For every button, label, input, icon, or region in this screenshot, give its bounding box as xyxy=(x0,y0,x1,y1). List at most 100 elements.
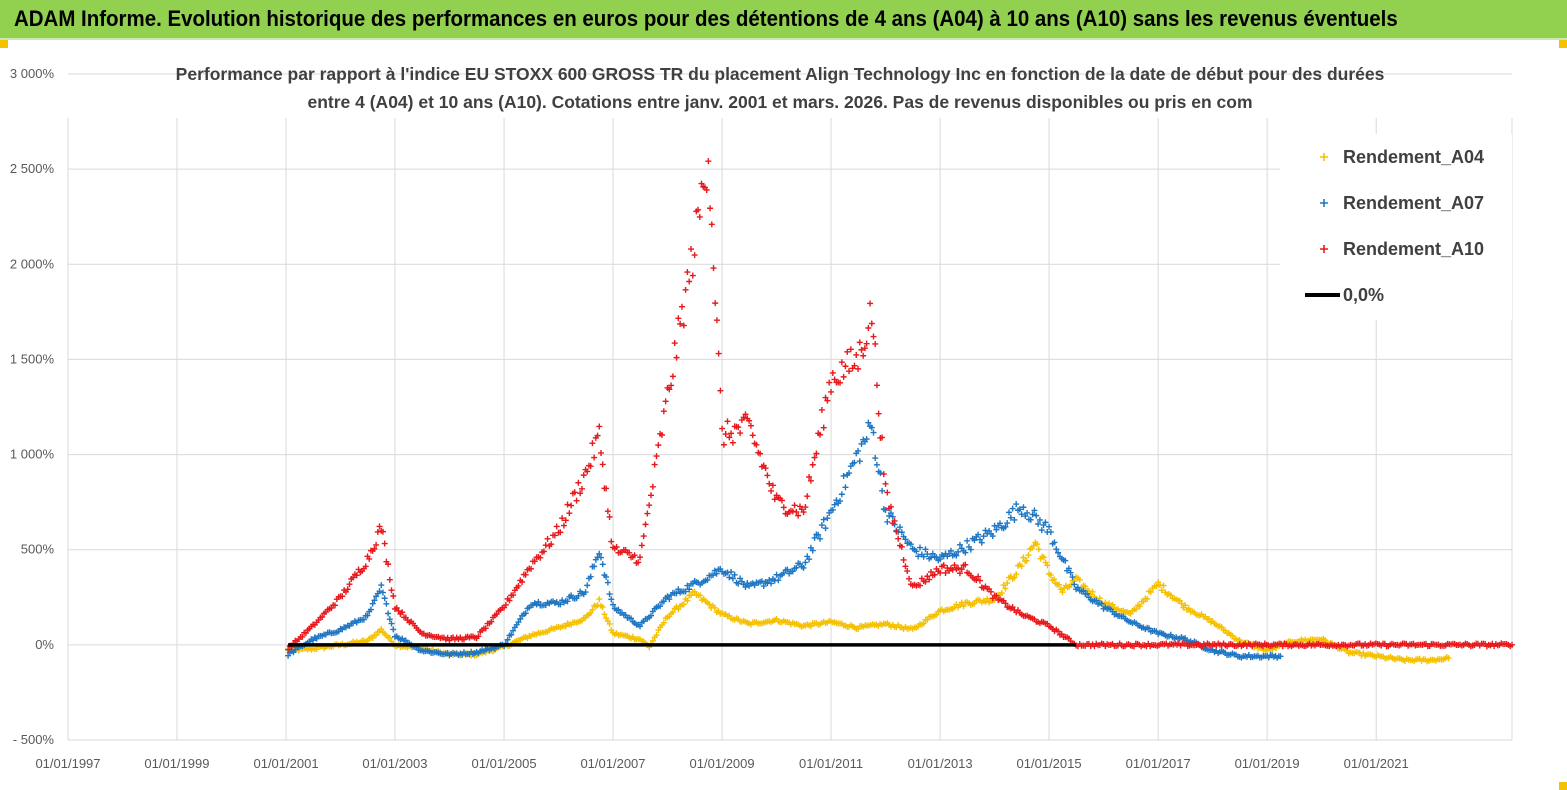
data-point-Rendement_A10 xyxy=(488,618,495,625)
data-point-Rendement_A10 xyxy=(870,333,877,340)
data-point-Rendement_A10 xyxy=(606,513,613,520)
data-point-Rendement_A07 xyxy=(922,546,929,553)
data-point-Rendement_A07 xyxy=(851,459,858,466)
data-point-Rendement_A10 xyxy=(940,562,947,569)
x-tick-label: 01/01/2013 xyxy=(908,756,973,771)
data-point-Rendement_A10 xyxy=(900,556,907,563)
data-point-Rendement_A07 xyxy=(824,515,831,522)
data-point-Rendement_A10 xyxy=(376,523,383,530)
data-point-Rendement_A10 xyxy=(648,492,655,499)
data-point-Rendement_A07 xyxy=(648,612,655,619)
data-point-Rendement_A10 xyxy=(374,528,381,535)
data-point-Rendement_A10 xyxy=(564,501,571,508)
data-point-Rendement_A10 xyxy=(893,528,900,535)
data-point-Rendement_A10 xyxy=(747,422,754,429)
data-point-Rendement_A10 xyxy=(856,339,863,346)
data-point-Rendement_A10 xyxy=(560,522,567,529)
data-point-Rendement_A10 xyxy=(651,461,658,468)
data-point-Rendement_A07 xyxy=(840,472,847,479)
data-point-Rendement_A10 xyxy=(482,625,489,632)
data-point-Rendement_A10 xyxy=(895,535,902,542)
data-point-Rendement_A10 xyxy=(880,471,887,478)
data-point-Rendement_A10 xyxy=(924,573,931,580)
y-tick-label: 2 000% xyxy=(10,256,55,271)
data-point-Rendement_A10 xyxy=(388,587,395,594)
data-point-Rendement_A10 xyxy=(371,545,378,552)
data-point-Rendement_A07 xyxy=(758,578,765,585)
data-point-Rendement_A07 xyxy=(729,575,736,582)
data-point-Rendement_A10 xyxy=(884,489,891,496)
data-point-Rendement_A07 xyxy=(383,600,390,607)
data-point-Rendement_A04 xyxy=(1000,582,1007,589)
data-point-Rendement_A07 xyxy=(887,510,894,517)
x-tick-label: 01/01/2015 xyxy=(1017,756,1082,771)
data-point-Rendement_A07 xyxy=(989,533,996,540)
data-point-Rendement_A07 xyxy=(731,571,738,578)
data-point-Rendement_A07 xyxy=(913,548,920,555)
data-point-Rendement_A10 xyxy=(800,509,807,516)
data-point-Rendement_A07 xyxy=(953,552,960,559)
data-point-Rendement_A10 xyxy=(906,575,913,582)
data-point-Rendement_A10 xyxy=(668,382,675,389)
data-point-Rendement_A10 xyxy=(542,542,549,549)
data-point-Rendement_A10 xyxy=(1509,641,1515,648)
data-point-Rendement_A10 xyxy=(742,411,749,418)
data-point-Rendement_A10 xyxy=(860,352,867,359)
data-point-Rendement_A07 xyxy=(802,559,809,566)
data-point-Rendement_A04 xyxy=(684,597,691,604)
data-point-Rendement_A07 xyxy=(1016,506,1023,513)
data-point-Rendement_A07 xyxy=(868,424,875,431)
data-point-Rendement_A07 xyxy=(285,652,292,659)
data-point-Rendement_A07 xyxy=(997,520,1003,527)
data-point-Rendement_A04 xyxy=(1011,574,1018,581)
data-point-Rendement_A10 xyxy=(828,388,835,395)
data-point-Rendement_A10 xyxy=(566,510,573,517)
data-point-Rendement_A07 xyxy=(684,582,691,589)
data-point-Rendement_A04 xyxy=(649,637,656,644)
data-point-Rendement_A10 xyxy=(829,369,836,376)
data-point-Rendement_A10 xyxy=(956,570,963,577)
data-point-Rendement_A07 xyxy=(863,436,870,443)
data-point-Rendement_A10 xyxy=(573,497,580,504)
data-point-Rendement_A07 xyxy=(955,548,962,555)
data-point-Rendement_A04 xyxy=(680,601,687,608)
data-point-Rendement_A10 xyxy=(353,572,360,579)
data-point-Rendement_A04 xyxy=(711,604,718,611)
data-point-Rendement_A10 xyxy=(726,434,733,441)
data-point-Rendement_A04 xyxy=(1023,557,1030,564)
data-point-Rendement_A10 xyxy=(580,472,587,479)
data-point-Rendement_A10 xyxy=(599,461,606,468)
data-point-Rendement_A07 xyxy=(838,491,845,498)
data-point-Rendement_A07 xyxy=(768,580,775,587)
data-point-Rendement_A10 xyxy=(873,382,880,389)
data-point-Rendement_A10 xyxy=(713,317,720,324)
data-point-Rendement_A07 xyxy=(606,591,613,598)
data-point-Rendement_A07 xyxy=(872,455,879,462)
data-point-Rendement_A10 xyxy=(757,450,764,457)
data-point-Rendement_A04 xyxy=(1020,554,1027,561)
data-point-Rendement_A07 xyxy=(310,637,317,644)
corner-marker xyxy=(1559,782,1567,790)
data-point-Rendement_A10 xyxy=(475,633,482,640)
data-point-Rendement_A10 xyxy=(631,552,638,559)
data-point-Rendement_A07 xyxy=(522,610,529,617)
data-point-Rendement_A04 xyxy=(1105,600,1112,607)
axes: 01/01/1997 01/01/1999 01/01/2001 01/01/2003… xyxy=(10,66,1409,771)
data-point-Rendement_A10 xyxy=(515,582,522,589)
x-tick-label: 01/01/2021 xyxy=(1344,756,1409,771)
data-point-Rendement_A10 xyxy=(806,473,813,480)
data-point-Rendement_A10 xyxy=(976,577,983,584)
data-point-Rendement_A07 xyxy=(1069,574,1076,581)
data-point-Rendement_A07 xyxy=(993,526,1000,533)
data-point-Rendement_A10 xyxy=(822,394,829,401)
data-point-Rendement_A10 xyxy=(838,359,845,366)
data-point-Rendement_A07 xyxy=(858,440,865,447)
data-point-Rendement_A07 xyxy=(1011,516,1018,523)
data-point-Rendement_A04 xyxy=(675,606,682,613)
data-point-Rendement_A07 xyxy=(822,525,829,532)
data-point-Rendement_A07 xyxy=(980,533,987,540)
data-point-Rendement_A04 xyxy=(706,601,713,608)
data-point-Rendement_A07 xyxy=(793,564,800,571)
data-point-Rendement_A07 xyxy=(666,596,673,603)
data-point-Rendement_A10 xyxy=(584,468,591,475)
